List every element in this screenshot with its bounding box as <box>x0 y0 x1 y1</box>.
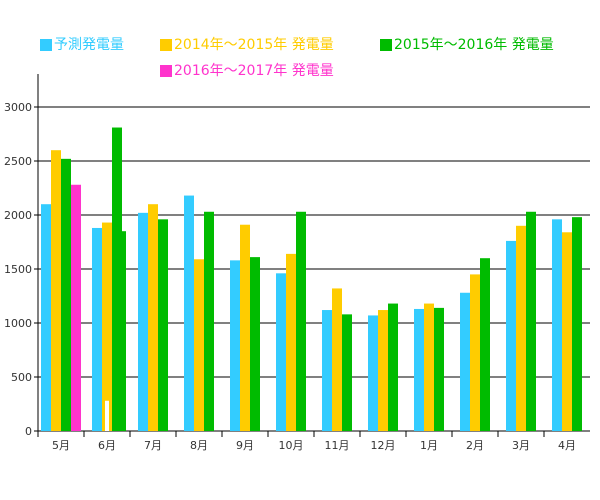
bar-forecast-12 <box>552 219 562 431</box>
bar-2014-2015-5 <box>240 224 250 431</box>
legend-item-2015-2016: 2015年～2016年 発電量 <box>380 38 554 52</box>
bar-forecast-2 <box>92 227 102 431</box>
bar-forecast-10 <box>460 292 470 431</box>
bar-forecast-9 <box>414 308 424 431</box>
bar-2015-2016-10 <box>480 258 490 431</box>
bar-2015-2016-7 <box>342 314 352 431</box>
bar-2014-2015-12 <box>562 232 572 431</box>
legend-label-forecast: 予測発電量 <box>54 37 124 53</box>
bar-gap-2014-2015-2 <box>105 400 109 431</box>
x-tick-label: 7月 <box>144 439 162 452</box>
legend-swatch-2015-2016 <box>380 39 392 51</box>
x-tick-label: 4月 <box>558 439 576 452</box>
bar-2015-2016-4 <box>204 211 214 431</box>
bar-2015-2016-8 <box>388 303 398 431</box>
x-tick-label: 12月 <box>371 439 396 452</box>
bar-forecast-6 <box>276 273 286 431</box>
bar-2014-2015-4 <box>194 259 204 431</box>
bar-2015-2016-12 <box>572 217 582 431</box>
y-tick-label: 0 <box>25 425 32 438</box>
legend-item-2016-2017: 2016年～2017年 発電量 <box>160 64 334 78</box>
bar-forecast-5 <box>230 260 240 431</box>
bar-2014-2015-1 <box>51 150 61 431</box>
bar-2014-2015-7 <box>332 288 342 431</box>
bar-2015-2016-1 <box>61 158 71 431</box>
bar-2014-2015-2 <box>102 222 112 431</box>
bar-forecast-7 <box>322 310 332 431</box>
legend-item-forecast: 予測発電量 <box>40 38 124 52</box>
x-tick-label: 8月 <box>190 439 208 452</box>
bar-2015-2016-11 <box>526 211 536 431</box>
bar-forecast-1 <box>41 204 51 431</box>
bar-2016-2017-1 <box>71 184 81 431</box>
bar-2014-2015-10 <box>470 274 480 431</box>
legend-swatch-forecast <box>40 39 52 51</box>
y-tick-label: 3000 <box>4 101 32 114</box>
bar-2015-2016-2 <box>112 127 122 432</box>
bar-2014-2015-8 <box>378 310 388 431</box>
bar-forecast-11 <box>506 240 516 431</box>
bar-2014-2015-3 <box>148 204 158 431</box>
bar-2014-2015-6 <box>286 253 296 431</box>
legend-label-2015-2016: 2015年～2016年 発電量 <box>394 37 554 53</box>
x-tick-label: 5月 <box>52 439 70 452</box>
y-tick-label: 500 <box>11 371 32 384</box>
bar-2015-2016-5 <box>250 257 260 431</box>
bar-2015-2016-6 <box>296 211 306 431</box>
y-tick-label: 1000 <box>4 317 32 330</box>
legend-label-2016-2017: 2016年～2017年 発電量 <box>174 63 334 79</box>
x-tick-label: 2月 <box>466 439 484 452</box>
bar-forecast-4 <box>184 195 194 431</box>
legend-swatch-2014-2015 <box>160 39 172 51</box>
legend-label-2014-2015: 2014年～2015年 発電量 <box>174 37 334 53</box>
y-tick-label: 1500 <box>4 263 32 276</box>
bar-forecast-3 <box>138 212 148 431</box>
bar-2015-2016-9 <box>434 307 444 431</box>
x-tick-label: 6月 <box>98 439 116 452</box>
x-tick-label: 1月 <box>420 439 438 452</box>
bar-2015-2016-3 <box>158 219 168 431</box>
legend-swatch-2016-2017 <box>160 65 172 77</box>
y-tick-label: 2000 <box>4 209 32 222</box>
x-tick-label: 3月 <box>512 439 530 452</box>
legend-item-2014-2015: 2014年～2015年 発電量 <box>160 38 334 52</box>
bar-overlay-2015-2016-2 <box>122 231 126 431</box>
x-tick-label: 11月 <box>325 439 350 452</box>
x-tick-label: 9月 <box>236 439 254 452</box>
bar-2014-2015-11 <box>516 225 526 431</box>
x-tick-label: 10月 <box>279 439 304 452</box>
bar-forecast-8 <box>368 315 378 431</box>
y-tick-label: 2500 <box>4 155 32 168</box>
bar-2014-2015-9 <box>424 303 434 431</box>
